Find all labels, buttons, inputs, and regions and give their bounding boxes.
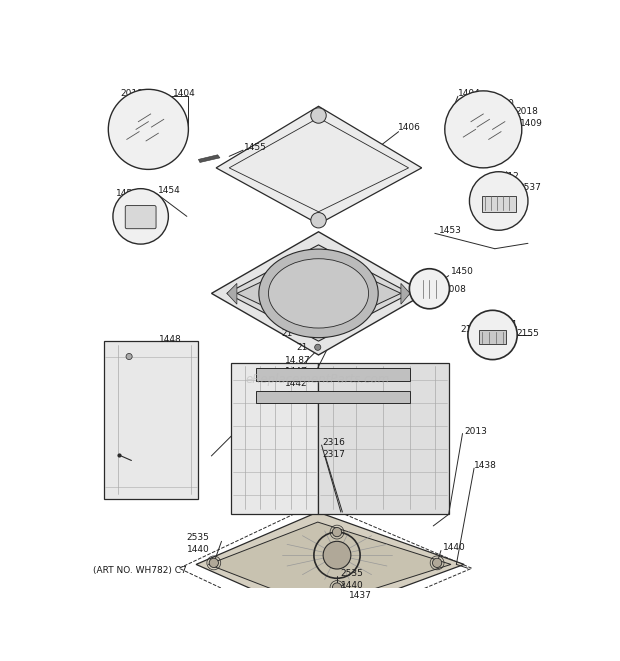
Circle shape — [311, 108, 326, 123]
Circle shape — [332, 583, 342, 592]
Text: 2008: 2008 — [443, 285, 466, 294]
Text: 1440: 1440 — [341, 581, 363, 590]
Text: 2316: 2316 — [322, 438, 345, 447]
Bar — [482, 196, 516, 212]
FancyBboxPatch shape — [125, 206, 156, 229]
Text: 1442: 1442 — [285, 379, 308, 388]
Text: 2530: 2530 — [492, 99, 515, 108]
Text: 2537: 2537 — [518, 182, 541, 192]
Text: 2018: 2018 — [516, 107, 539, 116]
Text: 1453: 1453 — [438, 226, 461, 235]
Polygon shape — [231, 363, 317, 514]
Circle shape — [468, 310, 517, 360]
Text: 1437: 1437 — [348, 591, 371, 600]
Polygon shape — [211, 232, 425, 355]
Text: eReplacementParts.com: eReplacementParts.com — [246, 373, 390, 386]
Text: 1404: 1404 — [458, 89, 480, 98]
Circle shape — [323, 541, 351, 569]
Circle shape — [445, 91, 522, 168]
Polygon shape — [256, 368, 410, 381]
Text: 21: 21 — [353, 309, 365, 319]
Text: 1447: 1447 — [285, 368, 308, 376]
Text: 2530: 2530 — [139, 99, 162, 108]
Polygon shape — [104, 341, 198, 499]
Text: (ART NO. WH782) C7: (ART NO. WH782) C7 — [93, 566, 187, 575]
Text: 2013: 2013 — [464, 428, 487, 436]
Circle shape — [332, 527, 342, 537]
Circle shape — [108, 89, 188, 169]
Polygon shape — [198, 155, 220, 163]
Text: 1438: 1438 — [474, 461, 497, 471]
Polygon shape — [216, 106, 422, 224]
Text: 1440: 1440 — [443, 543, 465, 552]
Circle shape — [311, 213, 326, 228]
Polygon shape — [401, 284, 410, 304]
Text: 1420: 1420 — [348, 298, 371, 307]
Text: 21: 21 — [507, 320, 518, 329]
Text: 2018: 2018 — [121, 89, 143, 98]
Text: 1409: 1409 — [520, 120, 543, 128]
Text: 1440: 1440 — [187, 545, 210, 553]
Text: 21: 21 — [460, 325, 472, 334]
Circle shape — [409, 269, 450, 309]
Ellipse shape — [259, 249, 378, 338]
Circle shape — [315, 344, 321, 350]
Text: 1404: 1404 — [173, 89, 196, 98]
Text: 21: 21 — [281, 329, 293, 338]
Polygon shape — [227, 245, 410, 341]
Text: 1454: 1454 — [116, 189, 139, 198]
Text: 2317: 2317 — [322, 449, 345, 459]
Text: 1406: 1406 — [398, 122, 421, 132]
Circle shape — [113, 188, 169, 244]
Text: 1447: 1447 — [287, 391, 310, 399]
Polygon shape — [256, 391, 410, 403]
Text: 1448: 1448 — [159, 335, 182, 344]
Text: 1454: 1454 — [158, 186, 181, 196]
Polygon shape — [237, 255, 401, 332]
Polygon shape — [317, 363, 449, 514]
Text: 2535: 2535 — [341, 569, 364, 578]
Text: 1412: 1412 — [497, 172, 520, 181]
Polygon shape — [196, 512, 464, 618]
Text: 21: 21 — [296, 343, 308, 352]
Circle shape — [433, 559, 441, 568]
Ellipse shape — [268, 258, 368, 328]
Polygon shape — [227, 284, 237, 304]
Text: 14.87: 14.87 — [285, 356, 311, 365]
Bar — [479, 330, 507, 344]
Text: 1455: 1455 — [244, 143, 267, 151]
Text: 2535: 2535 — [187, 533, 210, 542]
Polygon shape — [208, 522, 451, 607]
Circle shape — [469, 172, 528, 230]
Circle shape — [209, 559, 218, 568]
Text: 2155: 2155 — [516, 329, 539, 338]
Text: 1450: 1450 — [451, 267, 474, 276]
Circle shape — [126, 354, 132, 360]
Text: 1418: 1418 — [304, 312, 327, 321]
